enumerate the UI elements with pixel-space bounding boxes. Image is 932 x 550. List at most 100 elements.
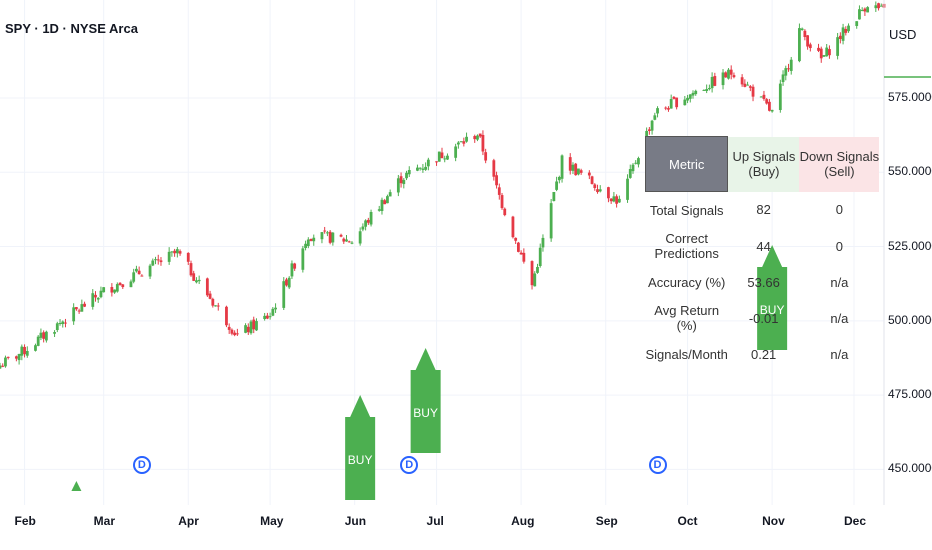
candle-down [497,187,501,195]
candle-up [571,164,575,171]
candle-down [110,287,114,293]
candle-down [607,187,610,199]
candle-up [25,351,29,356]
candle-up [860,10,864,12]
candle-up [577,168,580,175]
candle-down [806,35,810,47]
candle-up [301,248,305,270]
candle-down [347,241,351,243]
candle-up [446,155,449,160]
candle-up [465,136,468,142]
candle-down [189,263,193,276]
down-value-cell: 0 [835,238,843,254]
candle-up [778,83,782,110]
currency-label[interactable]: USD [889,27,917,42]
candle-down [64,322,67,324]
candle-up [195,280,198,283]
candle-up [115,284,119,292]
candle-up [407,170,411,175]
down-value-cell: n/a [830,274,849,290]
candle-up [459,141,463,143]
candle-down [672,96,676,99]
candle-up [612,196,616,202]
candle-up [694,90,698,95]
candle-up [784,68,788,76]
candle-down [484,152,488,161]
candle-up [634,162,638,164]
candle-down [863,8,867,12]
candle-up [631,164,635,172]
candle-down [74,307,78,310]
candle-down [593,184,597,188]
candle-up [61,321,65,325]
candle-up [290,263,294,277]
candle-up [746,84,749,86]
candle-up [80,304,84,312]
candle-down [342,238,346,242]
candle-down [399,176,403,184]
small-buy-marker [71,481,82,491]
table-row: Total Signals 82 0 [646,192,880,229]
x-tick-label: Mar [93,514,116,528]
candle-up [841,27,845,41]
candle-down [817,47,820,51]
candle-up [96,297,100,300]
candle-down [724,72,728,78]
candle-up [20,346,24,356]
candle-down [173,250,177,254]
candle-down [323,230,327,232]
buy-signal-marker [345,395,376,500]
candle-down [729,69,733,75]
candle-up [39,332,43,338]
candle-down [803,30,807,38]
candle-up [361,226,365,230]
candle-up [533,273,537,287]
candle-up [244,325,247,333]
candle-down [808,44,812,49]
candle-up [405,172,408,179]
metric-cell: Correct Predictions [654,231,719,261]
candle-down [208,293,212,299]
candle-down [713,76,717,86]
candle-down [121,284,125,288]
candle-up [847,25,850,32]
candle-up [822,55,826,57]
candle-down [23,346,26,355]
candle-up [656,108,659,114]
candle-up [99,290,103,298]
candle-up [44,331,48,341]
dividend-badge[interactable]: D [400,456,419,474]
candle-up [129,281,133,288]
y-tick-label: 525.00000 [888,238,932,253]
candle-up [175,249,179,254]
candle-up [710,76,714,89]
candle-down [519,252,523,255]
candle-down [495,175,498,186]
candle-up [650,120,654,131]
table-header-row: Metric Up Signals (Buy) Down Signals (Se… [644,136,880,192]
candle-down [481,134,485,152]
candle-down [285,279,288,286]
candle-down [216,305,220,307]
buy-signal-label: BUY [759,303,785,317]
candle-down [647,129,651,131]
metric-cell: Accuracy (%) [648,274,726,290]
candle-up [377,209,381,211]
candle-up [416,167,419,171]
candle-up [72,307,76,322]
x-tick-label: Nov [762,514,785,528]
candle-up [312,237,316,242]
candle-up [345,239,348,242]
candle-up [836,37,840,56]
candle-up [170,251,174,253]
candle-up [538,247,542,266]
dividend-badge[interactable]: D [132,456,151,474]
symbol-title[interactable]: SPY · 1D · NYSE Arca [5,21,138,36]
candle-down [252,319,256,330]
candle-down [748,86,752,88]
candle-down [440,152,444,159]
dividend-badge[interactable]: D [648,456,667,474]
candle-down [328,231,332,243]
candle-up [268,316,272,318]
candle-up [707,88,711,90]
